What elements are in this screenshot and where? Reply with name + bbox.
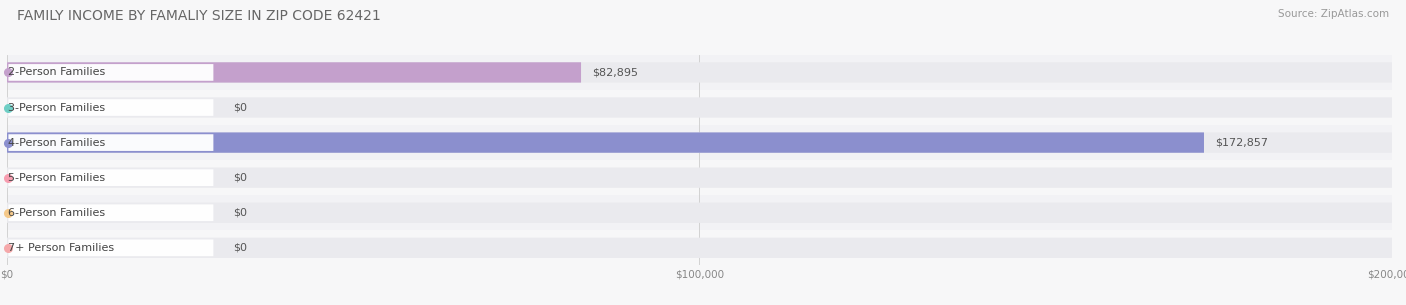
FancyBboxPatch shape [7,132,1204,153]
Bar [7,125,1392,160]
FancyBboxPatch shape [7,167,1392,188]
FancyBboxPatch shape [8,239,214,256]
FancyBboxPatch shape [7,203,1392,223]
FancyBboxPatch shape [8,169,214,186]
FancyBboxPatch shape [8,204,214,221]
Text: 7+ Person Families: 7+ Person Families [8,243,114,253]
FancyBboxPatch shape [8,99,214,116]
Text: $0: $0 [233,173,247,183]
FancyBboxPatch shape [7,62,1392,83]
Bar [7,195,1392,230]
Bar [7,160,1392,195]
Text: Source: ZipAtlas.com: Source: ZipAtlas.com [1278,9,1389,19]
Bar [7,55,1392,90]
FancyBboxPatch shape [8,134,214,151]
Bar [7,230,1392,265]
Text: $172,857: $172,857 [1215,138,1268,148]
FancyBboxPatch shape [8,64,214,81]
Text: 3-Person Families: 3-Person Families [8,102,105,113]
FancyBboxPatch shape [7,132,1392,153]
Text: 6-Person Families: 6-Person Families [8,208,105,218]
FancyBboxPatch shape [7,97,1392,118]
Text: $0: $0 [233,102,247,113]
Text: $82,895: $82,895 [592,67,638,77]
FancyBboxPatch shape [7,62,581,83]
Bar [7,90,1392,125]
Text: 4-Person Families: 4-Person Families [8,138,105,148]
FancyBboxPatch shape [7,238,1392,258]
Text: 5-Person Families: 5-Person Families [8,173,105,183]
Text: FAMILY INCOME BY FAMALIY SIZE IN ZIP CODE 62421: FAMILY INCOME BY FAMALIY SIZE IN ZIP COD… [17,9,381,23]
Text: $0: $0 [233,208,247,218]
Text: 2-Person Families: 2-Person Families [8,67,105,77]
Text: $0: $0 [233,243,247,253]
